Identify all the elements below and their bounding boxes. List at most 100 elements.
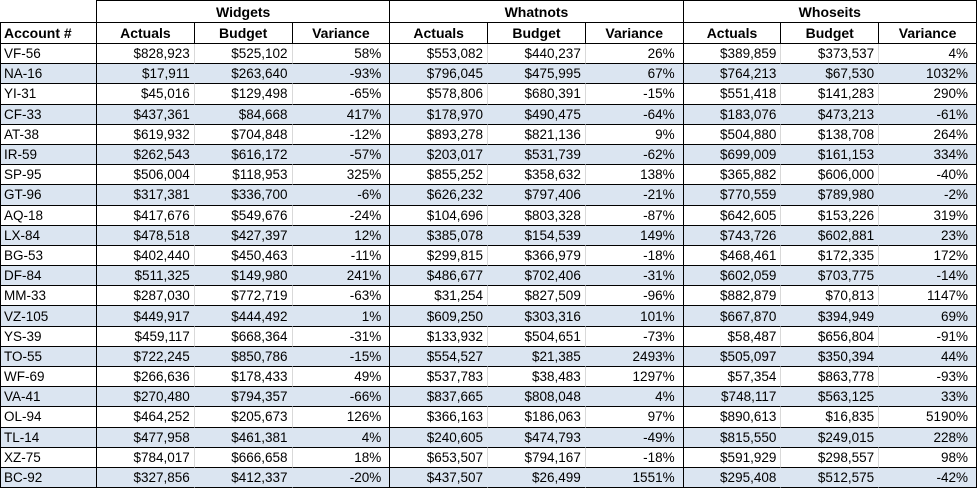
whatnots-variance-header[interactable]: Variance <box>585 23 684 44</box>
actuals-cell[interactable]: $317,381 <box>97 185 195 206</box>
actuals-cell[interactable]: $748,117 <box>683 387 782 408</box>
actuals-cell[interactable]: $609,250 <box>390 306 489 327</box>
variance-cell[interactable]: -61% <box>879 104 977 125</box>
account-cell[interactable]: IR-59 <box>0 144 97 166</box>
budget-cell[interactable]: $440,237 <box>488 44 586 65</box>
variance-cell[interactable]: -91% <box>879 326 977 347</box>
actuals-cell[interactable]: $464,252 <box>97 407 195 428</box>
budget-cell[interactable]: $118,953 <box>194 165 293 186</box>
variance-cell[interactable]: -15% <box>292 346 391 367</box>
variance-cell[interactable]: -42% <box>879 467 977 488</box>
budget-cell[interactable]: $563,125 <box>781 387 880 408</box>
actuals-cell[interactable]: $722,245 <box>97 346 195 367</box>
budget-cell[interactable]: $358,632 <box>488 165 586 186</box>
actuals-cell[interactable]: $537,783 <box>390 367 489 388</box>
variance-cell[interactable]: 149% <box>585 225 684 246</box>
actuals-cell[interactable]: $642,605 <box>683 205 782 226</box>
whoseits-actuals-header[interactable]: Actuals <box>683 23 782 44</box>
budget-cell[interactable]: $531,739 <box>488 144 586 166</box>
variance-cell[interactable]: 1551% <box>585 467 684 488</box>
actuals-cell[interactable]: $299,815 <box>390 245 489 267</box>
budget-cell[interactable]: $141,283 <box>781 84 880 105</box>
actuals-cell[interactable]: $104,696 <box>390 205 489 226</box>
budget-cell[interactable]: $373,537 <box>781 44 880 65</box>
variance-cell[interactable]: 126% <box>292 407 391 428</box>
actuals-cell[interactable]: $743,726 <box>683 225 782 246</box>
budget-cell[interactable]: $394,949 <box>781 306 880 327</box>
account-cell[interactable]: TL-14 <box>0 427 97 448</box>
actuals-cell[interactable]: $45,016 <box>97 84 195 105</box>
actuals-cell[interactable]: $882,879 <box>683 286 782 307</box>
budget-cell[interactable]: $303,316 <box>488 306 586 327</box>
variance-cell[interactable]: 67% <box>585 64 684 85</box>
budget-cell[interactable]: $803,328 <box>488 205 586 226</box>
account-cell[interactable]: VA-41 <box>0 387 97 408</box>
variance-cell[interactable]: -66% <box>292 387 391 408</box>
variance-cell[interactable]: 290% <box>879 84 977 105</box>
actuals-cell[interactable]: $477,958 <box>97 427 195 448</box>
actuals-cell[interactable]: $699,009 <box>683 144 782 166</box>
budget-cell[interactable]: $26,499 <box>488 467 586 488</box>
account-cell[interactable]: CF-33 <box>0 104 97 125</box>
actuals-cell[interactable]: $203,017 <box>390 144 489 166</box>
budget-cell[interactable]: $67,530 <box>781 64 880 85</box>
budget-cell[interactable]: $336,700 <box>194 185 293 206</box>
variance-cell[interactable]: 1% <box>292 306 391 327</box>
actuals-cell[interactable]: $828,923 <box>97 44 195 65</box>
budget-cell[interactable]: $350,394 <box>781 346 880 367</box>
budget-cell[interactable]: $616,172 <box>194 144 293 166</box>
budget-cell[interactable]: $461,381 <box>194 427 293 448</box>
account-cell[interactable]: BC-92 <box>0 467 97 488</box>
variance-cell[interactable]: 12% <box>292 225 391 246</box>
actuals-cell[interactable]: $266,636 <box>97 367 195 388</box>
variance-cell[interactable]: 98% <box>879 447 977 468</box>
variance-cell[interactable]: -49% <box>585 427 684 448</box>
budget-cell[interactable]: $525,102 <box>194 44 293 65</box>
account-cell[interactable]: OL-94 <box>0 407 97 428</box>
actuals-cell[interactable]: $437,361 <box>97 104 195 125</box>
variance-cell[interactable]: 49% <box>292 367 391 388</box>
actuals-cell[interactable]: $365,882 <box>683 165 782 186</box>
budget-cell[interactable]: $602,881 <box>781 225 880 246</box>
variance-cell[interactable]: 4% <box>292 427 391 448</box>
actuals-cell[interactable]: $653,507 <box>390 447 489 468</box>
widgets-budget-header[interactable]: Budget <box>194 23 293 44</box>
actuals-cell[interactable]: $437,507 <box>390 467 489 488</box>
variance-cell[interactable]: -57% <box>292 144 391 166</box>
budget-cell[interactable]: $178,433 <box>194 367 293 388</box>
variance-cell[interactable]: -11% <box>292 245 391 267</box>
budget-cell[interactable]: $702,406 <box>488 266 586 287</box>
actuals-cell[interactable]: $855,252 <box>390 165 489 186</box>
actuals-cell[interactable]: $506,004 <box>97 165 195 186</box>
actuals-cell[interactable]: $591,929 <box>683 447 782 468</box>
budget-cell[interactable]: $549,676 <box>194 205 293 226</box>
actuals-cell[interactable]: $505,097 <box>683 346 782 367</box>
actuals-cell[interactable]: $58,487 <box>683 326 782 347</box>
actuals-cell[interactable]: $770,559 <box>683 185 782 206</box>
actuals-cell[interactable]: $478,518 <box>97 225 195 246</box>
actuals-cell[interactable]: $486,677 <box>390 266 489 287</box>
variance-cell[interactable]: 1032% <box>879 64 977 85</box>
actuals-cell[interactable]: $366,163 <box>390 407 489 428</box>
variance-cell[interactable]: 18% <box>292 447 391 468</box>
budget-cell[interactable]: $666,658 <box>194 447 293 468</box>
budget-cell[interactable]: $797,406 <box>488 185 586 206</box>
widgets-actuals-header[interactable]: Actuals <box>97 23 195 44</box>
budget-cell[interactable]: $161,153 <box>781 144 880 166</box>
budget-cell[interactable]: $606,000 <box>781 165 880 186</box>
budget-cell[interactable]: $821,136 <box>488 124 586 145</box>
account-cell[interactable]: MM-33 <box>0 286 97 307</box>
variance-cell[interactable]: 172% <box>879 245 977 267</box>
variance-cell[interactable]: -63% <box>292 286 391 307</box>
budget-cell[interactable]: $298,557 <box>781 447 880 468</box>
corner-cell[interactable] <box>0 0 97 23</box>
variance-cell[interactable]: 264% <box>879 124 977 145</box>
budget-cell[interactable]: $172,335 <box>781 245 880 267</box>
actuals-cell[interactable]: $667,870 <box>683 306 782 327</box>
budget-cell[interactable]: $186,063 <box>488 407 586 428</box>
actuals-cell[interactable]: $468,461 <box>683 245 782 267</box>
budget-cell[interactable]: $473,213 <box>781 104 880 125</box>
variance-cell[interactable]: 334% <box>879 144 977 166</box>
account-cell[interactable]: SP-95 <box>0 165 97 186</box>
variance-cell[interactable]: -64% <box>585 104 684 125</box>
